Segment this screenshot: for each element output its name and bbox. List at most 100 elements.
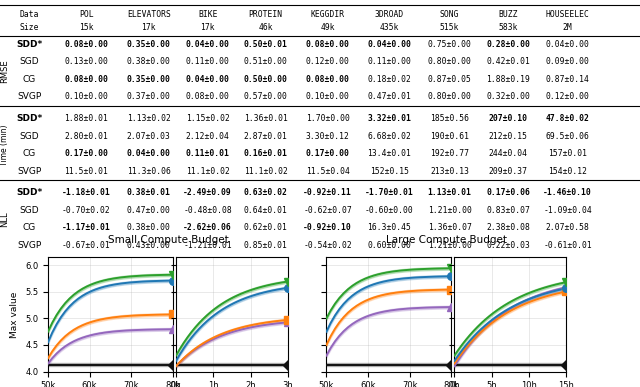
Text: 1.36±0.07: 1.36±0.07 (428, 223, 472, 232)
Text: 0.10±0.00: 0.10±0.00 (65, 92, 108, 101)
Text: ELEVATORS: ELEVATORS (127, 10, 171, 19)
Text: 0.08±0.00: 0.08±0.00 (186, 92, 230, 101)
Text: 17k: 17k (141, 24, 156, 33)
Text: SVGP: SVGP (17, 241, 42, 250)
Text: 46k: 46k (259, 24, 273, 33)
Text: 0.51±0.00: 0.51±0.00 (244, 57, 287, 67)
Text: -1.46±0.10: -1.46±0.10 (543, 188, 592, 197)
Text: SONG: SONG (440, 10, 460, 19)
Text: 244±0.04: 244±0.04 (489, 149, 527, 158)
Text: 190±0.61: 190±0.61 (430, 132, 469, 140)
Text: 0.04±0.00: 0.04±0.00 (127, 149, 171, 158)
Text: -1.17±0.01: -1.17±0.01 (62, 223, 111, 232)
Text: 152±0.15: 152±0.15 (370, 166, 409, 176)
Text: 209±0.37: 209±0.37 (489, 166, 527, 176)
Y-axis label: Max value: Max value (10, 291, 19, 337)
Text: -1.18±0.01: -1.18±0.01 (62, 188, 111, 197)
Text: 0.11±0.00: 0.11±0.00 (186, 57, 230, 67)
Text: SVGP: SVGP (17, 166, 42, 176)
Text: 1.21±0.00: 1.21±0.00 (428, 241, 472, 250)
Text: 0.50±0.01: 0.50±0.01 (244, 40, 287, 49)
Text: 0.09±0.00: 0.09±0.00 (546, 57, 589, 67)
Text: 11.5±0.04: 11.5±0.04 (306, 166, 349, 176)
Text: 0.11±0.01: 0.11±0.01 (186, 149, 230, 158)
Text: 1.13±0.01: 1.13±0.01 (428, 188, 472, 197)
Text: 0.04±0.00: 0.04±0.00 (367, 40, 412, 49)
Text: 2.12±0.04: 2.12±0.04 (186, 132, 230, 140)
Text: 157±0.01: 157±0.01 (548, 149, 587, 158)
Text: -1.70±0.01: -1.70±0.01 (365, 188, 414, 197)
Text: 0.28±0.00: 0.28±0.00 (486, 40, 530, 49)
Text: 0.08±0.00: 0.08±0.00 (306, 75, 349, 84)
Text: 0.50±0.00: 0.50±0.00 (244, 75, 287, 84)
Text: -0.92±0.10: -0.92±0.10 (303, 223, 352, 232)
Text: -0.61±0.01: -0.61±0.01 (543, 241, 592, 250)
Text: 0.47±0.00: 0.47±0.00 (127, 206, 171, 215)
Text: 15k: 15k (79, 24, 93, 33)
Text: -1.21±0.01: -1.21±0.01 (183, 241, 232, 250)
Text: 1.88±0.01: 1.88±0.01 (65, 114, 108, 123)
Text: -0.70±0.02: -0.70±0.02 (62, 206, 111, 215)
Text: 0.17±0.00: 0.17±0.00 (65, 149, 108, 158)
Text: 11.1±0.02: 11.1±0.02 (186, 166, 230, 176)
Text: 0.43±0.00: 0.43±0.00 (127, 241, 171, 250)
Text: 212±0.15: 212±0.15 (489, 132, 527, 140)
Text: 0.47±0.01: 0.47±0.01 (367, 92, 412, 101)
Text: 49k: 49k (321, 24, 335, 33)
Text: 154±0.12: 154±0.12 (548, 166, 587, 176)
Text: -2.49±0.09: -2.49±0.09 (183, 188, 232, 197)
Text: 0.87±0.14: 0.87±0.14 (546, 75, 589, 84)
Text: SGD: SGD (20, 132, 39, 140)
Text: 1.36±0.01: 1.36±0.01 (244, 114, 287, 123)
Text: -0.54±0.02: -0.54±0.02 (303, 241, 352, 250)
Text: SDD*: SDD* (16, 40, 43, 49)
Text: 0.08±0.00: 0.08±0.00 (306, 40, 349, 49)
Text: 0.75±0.00: 0.75±0.00 (428, 40, 472, 49)
Text: 515k: 515k (440, 24, 460, 33)
Text: -0.92±0.11: -0.92±0.11 (303, 188, 352, 197)
Text: 0.57±0.00: 0.57±0.00 (244, 92, 287, 101)
Text: 0.38±0.01: 0.38±0.01 (127, 188, 171, 197)
Text: 16.3±0.45: 16.3±0.45 (367, 223, 412, 232)
Text: 0.11±0.00: 0.11±0.00 (367, 57, 412, 67)
Text: SVGP: SVGP (17, 92, 42, 101)
Text: -0.60±0.00: -0.60±0.00 (365, 206, 414, 215)
Text: 0.32±0.00: 0.32±0.00 (486, 92, 530, 101)
Text: 1.21±0.00: 1.21±0.00 (428, 206, 472, 215)
Text: 1.70±0.00: 1.70±0.00 (306, 114, 349, 123)
Text: 0.10±0.00: 0.10±0.00 (306, 92, 349, 101)
Text: -2.62±0.06: -2.62±0.06 (183, 223, 232, 232)
Text: 2.87±0.01: 2.87±0.01 (244, 132, 287, 140)
Text: 2.07±0.03: 2.07±0.03 (127, 132, 171, 140)
Text: -0.62±0.07: -0.62±0.07 (303, 206, 352, 215)
Text: SGD: SGD (20, 57, 39, 67)
Text: NLL: NLL (0, 211, 10, 227)
Text: Small Compute Budget: Small Compute Budget (108, 235, 228, 245)
Text: 2M: 2M (563, 24, 573, 33)
Text: BUZZ: BUZZ (499, 10, 518, 19)
Text: 0.64±0.01: 0.64±0.01 (244, 206, 287, 215)
Text: 11.3±0.06: 11.3±0.06 (127, 166, 171, 176)
Text: CG: CG (23, 149, 36, 158)
Text: 0.12±0.00: 0.12±0.00 (546, 92, 589, 101)
Text: -1.09±0.04: -1.09±0.04 (543, 206, 592, 215)
Text: 0.35±0.00: 0.35±0.00 (127, 75, 171, 84)
Text: 0.63±0.02: 0.63±0.02 (244, 188, 287, 197)
Text: POL: POL (79, 10, 93, 19)
Text: 2.38±0.08: 2.38±0.08 (486, 223, 530, 232)
Text: 0.22±0.03: 0.22±0.03 (486, 241, 530, 250)
Text: Size: Size (20, 24, 39, 33)
Text: KEGGDIR: KEGGDIR (310, 10, 345, 19)
Text: CG: CG (23, 223, 36, 232)
Text: 0.87±0.05: 0.87±0.05 (428, 75, 472, 84)
Text: SDD*: SDD* (16, 114, 43, 123)
Text: Time (min): Time (min) (0, 124, 10, 166)
Text: 0.62±0.01: 0.62±0.01 (244, 223, 287, 232)
Text: Data: Data (20, 10, 39, 19)
Text: 2.80±0.01: 2.80±0.01 (65, 132, 108, 140)
Text: SDD*: SDD* (16, 188, 43, 197)
Text: 0.08±0.00: 0.08±0.00 (65, 40, 108, 49)
Text: 69.5±0.06: 69.5±0.06 (546, 132, 589, 140)
Text: CG: CG (23, 75, 36, 84)
Text: 3DROAD: 3DROAD (375, 10, 404, 19)
